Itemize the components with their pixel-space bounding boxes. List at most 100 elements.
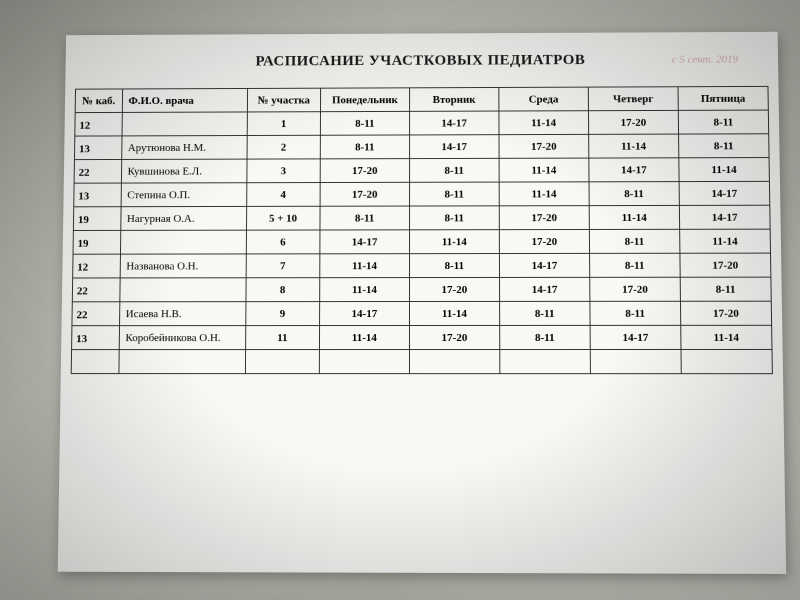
col-header-wed: Среда <box>499 87 589 111</box>
table-row: 12Названова О.Н.711-148-1114-178-1117-20 <box>73 253 771 278</box>
cell-kab <box>71 350 119 374</box>
cell-day: 11-14 <box>681 325 772 349</box>
cell-name <box>122 112 247 136</box>
cell-day: 17-20 <box>499 206 589 230</box>
cell-day: 8-11 <box>678 110 768 134</box>
cell-day: 17-20 <box>320 159 409 183</box>
col-header-fri: Пятница <box>678 86 768 110</box>
cell-day: 17-20 <box>680 301 771 325</box>
table-row: 22Кувшинова Е.Л.317-208-1111-1414-1711-1… <box>74 158 769 184</box>
cell-day: 14-17 <box>679 181 770 205</box>
cell-kab: 13 <box>72 326 120 350</box>
cell-day: 8-11 <box>590 301 681 325</box>
col-header-tue: Вторник <box>409 87 498 111</box>
paper-sheet: РАСПИСАНИЕ УЧАСТКОВЫХ ПЕДИАТРОВ с 5 сент… <box>58 32 786 574</box>
table-row: 22811-1417-2014-1717-208-11 <box>72 277 771 302</box>
cell-day: 11-14 <box>320 254 410 278</box>
schedule-table: № каб. Ф.И.О. врача № участка Понедельни… <box>71 86 773 374</box>
cell-day: 8-11 <box>589 182 679 206</box>
cell-day: 14-17 <box>319 302 409 326</box>
table-header-row: № каб. Ф.И.О. врача № участка Понедельни… <box>75 86 768 112</box>
cell-name: Степина О.П. <box>121 183 247 207</box>
cell-uchastok: 9 <box>246 302 320 326</box>
cell-kab: 13 <box>74 136 121 160</box>
cell-day: 8-11 <box>320 135 409 159</box>
cell-day: 17-20 <box>409 325 499 349</box>
cell-uchastok <box>245 350 319 374</box>
cell-day: 8-11 <box>589 229 680 253</box>
cell-day: 11-14 <box>499 158 589 182</box>
cell-day <box>681 349 772 373</box>
cell-day: 11-14 <box>409 230 499 254</box>
cell-day: 11-14 <box>319 325 409 349</box>
cell-name: Исаева Н.В. <box>119 302 246 326</box>
cell-day: 14-17 <box>590 325 681 349</box>
cell-day: 14-17 <box>499 277 589 301</box>
cell-day: 11-14 <box>679 158 770 182</box>
cell-uchastok: 11 <box>245 326 319 350</box>
table-row: 1218-1114-1711-1417-208-11 <box>75 110 769 136</box>
cell-day: 14-17 <box>679 205 770 229</box>
cell-day: 17-20 <box>590 277 681 301</box>
cell-uchastok: 1 <box>247 112 320 136</box>
cell-kab: 12 <box>75 112 122 136</box>
schedule-title: РАСПИСАНИЕ УЧАСТКОВЫХ ПЕДИАТРОВ <box>75 51 768 71</box>
table-row: 22Исаева Н.В.914-1711-148-118-1117-20 <box>72 301 772 325</box>
cell-day: 11-14 <box>409 301 499 325</box>
cell-name: Нагурная О.А. <box>120 206 246 230</box>
cell-uchastok: 6 <box>246 230 320 254</box>
cell-kab: 19 <box>73 230 120 254</box>
cell-kab: 19 <box>73 207 120 231</box>
cell-day: 11-14 <box>589 134 679 158</box>
table-row <box>71 349 772 373</box>
col-header-kab: № каб. <box>75 89 122 113</box>
table-row: 13Степина О.П.417-208-1111-148-1114-17 <box>74 181 770 206</box>
cell-kab: 12 <box>73 254 120 278</box>
cell-day: 14-17 <box>409 135 499 159</box>
col-header-name: Ф.И.О. врача <box>122 88 247 112</box>
handwritten-date: с 5 сент. 2019 <box>672 54 739 66</box>
cell-day: 8-11 <box>409 182 499 206</box>
cell-kab: 22 <box>74 159 121 183</box>
cell-kab: 22 <box>72 302 120 326</box>
cell-day: 8-11 <box>409 158 499 182</box>
cell-day <box>319 350 409 374</box>
cell-day: 17-20 <box>320 182 409 206</box>
col-header-uchastok: № участка <box>247 88 320 112</box>
table-row: 19614-1711-1417-208-1111-14 <box>73 229 770 254</box>
cell-day: 14-17 <box>589 158 679 182</box>
col-header-mon: Понедельник <box>320 88 409 112</box>
table-row: 13Коробейникова О.Н.1111-1417-208-1114-1… <box>72 325 772 349</box>
cell-day: 8-11 <box>680 277 771 301</box>
cell-day: 8-11 <box>500 325 591 349</box>
table-row: 19Нагурная О.А.5 + 108-118-1117-2011-141… <box>73 205 770 230</box>
cell-day: 11-14 <box>589 205 679 229</box>
cell-day: 8-11 <box>589 253 680 277</box>
cell-uchastok: 3 <box>247 159 321 183</box>
cell-day: 8-11 <box>409 206 499 230</box>
col-header-thu: Четверг <box>588 87 678 111</box>
cell-day: 14-17 <box>409 111 498 135</box>
cell-day: 17-20 <box>499 134 589 158</box>
cell-kab: 22 <box>72 278 120 302</box>
cell-day: 17-20 <box>588 110 678 134</box>
cell-uchastok: 7 <box>246 254 320 278</box>
cell-day: 8-11 <box>320 206 410 230</box>
cell-day: 14-17 <box>499 253 589 277</box>
cell-day: 8-11 <box>499 301 590 325</box>
cell-name: Названова О.Н. <box>120 254 246 278</box>
cell-day: 17-20 <box>409 277 499 301</box>
cell-day: 17-20 <box>499 229 589 253</box>
cell-day: 11-14 <box>499 111 589 135</box>
cell-uchastok: 8 <box>246 278 320 302</box>
cell-uchastok: 4 <box>246 183 320 207</box>
cell-day <box>590 349 681 373</box>
cell-day: 11-14 <box>680 229 771 253</box>
table-body: 1218-1114-1711-1417-208-1113Арутюнова Н.… <box>71 110 772 374</box>
cell-name <box>120 230 246 254</box>
cell-day: 11-14 <box>499 182 589 206</box>
cell-uchastok: 2 <box>247 135 320 159</box>
cell-day: 17-20 <box>680 253 771 277</box>
cell-name <box>119 278 245 302</box>
cell-day: 8-11 <box>320 111 409 135</box>
